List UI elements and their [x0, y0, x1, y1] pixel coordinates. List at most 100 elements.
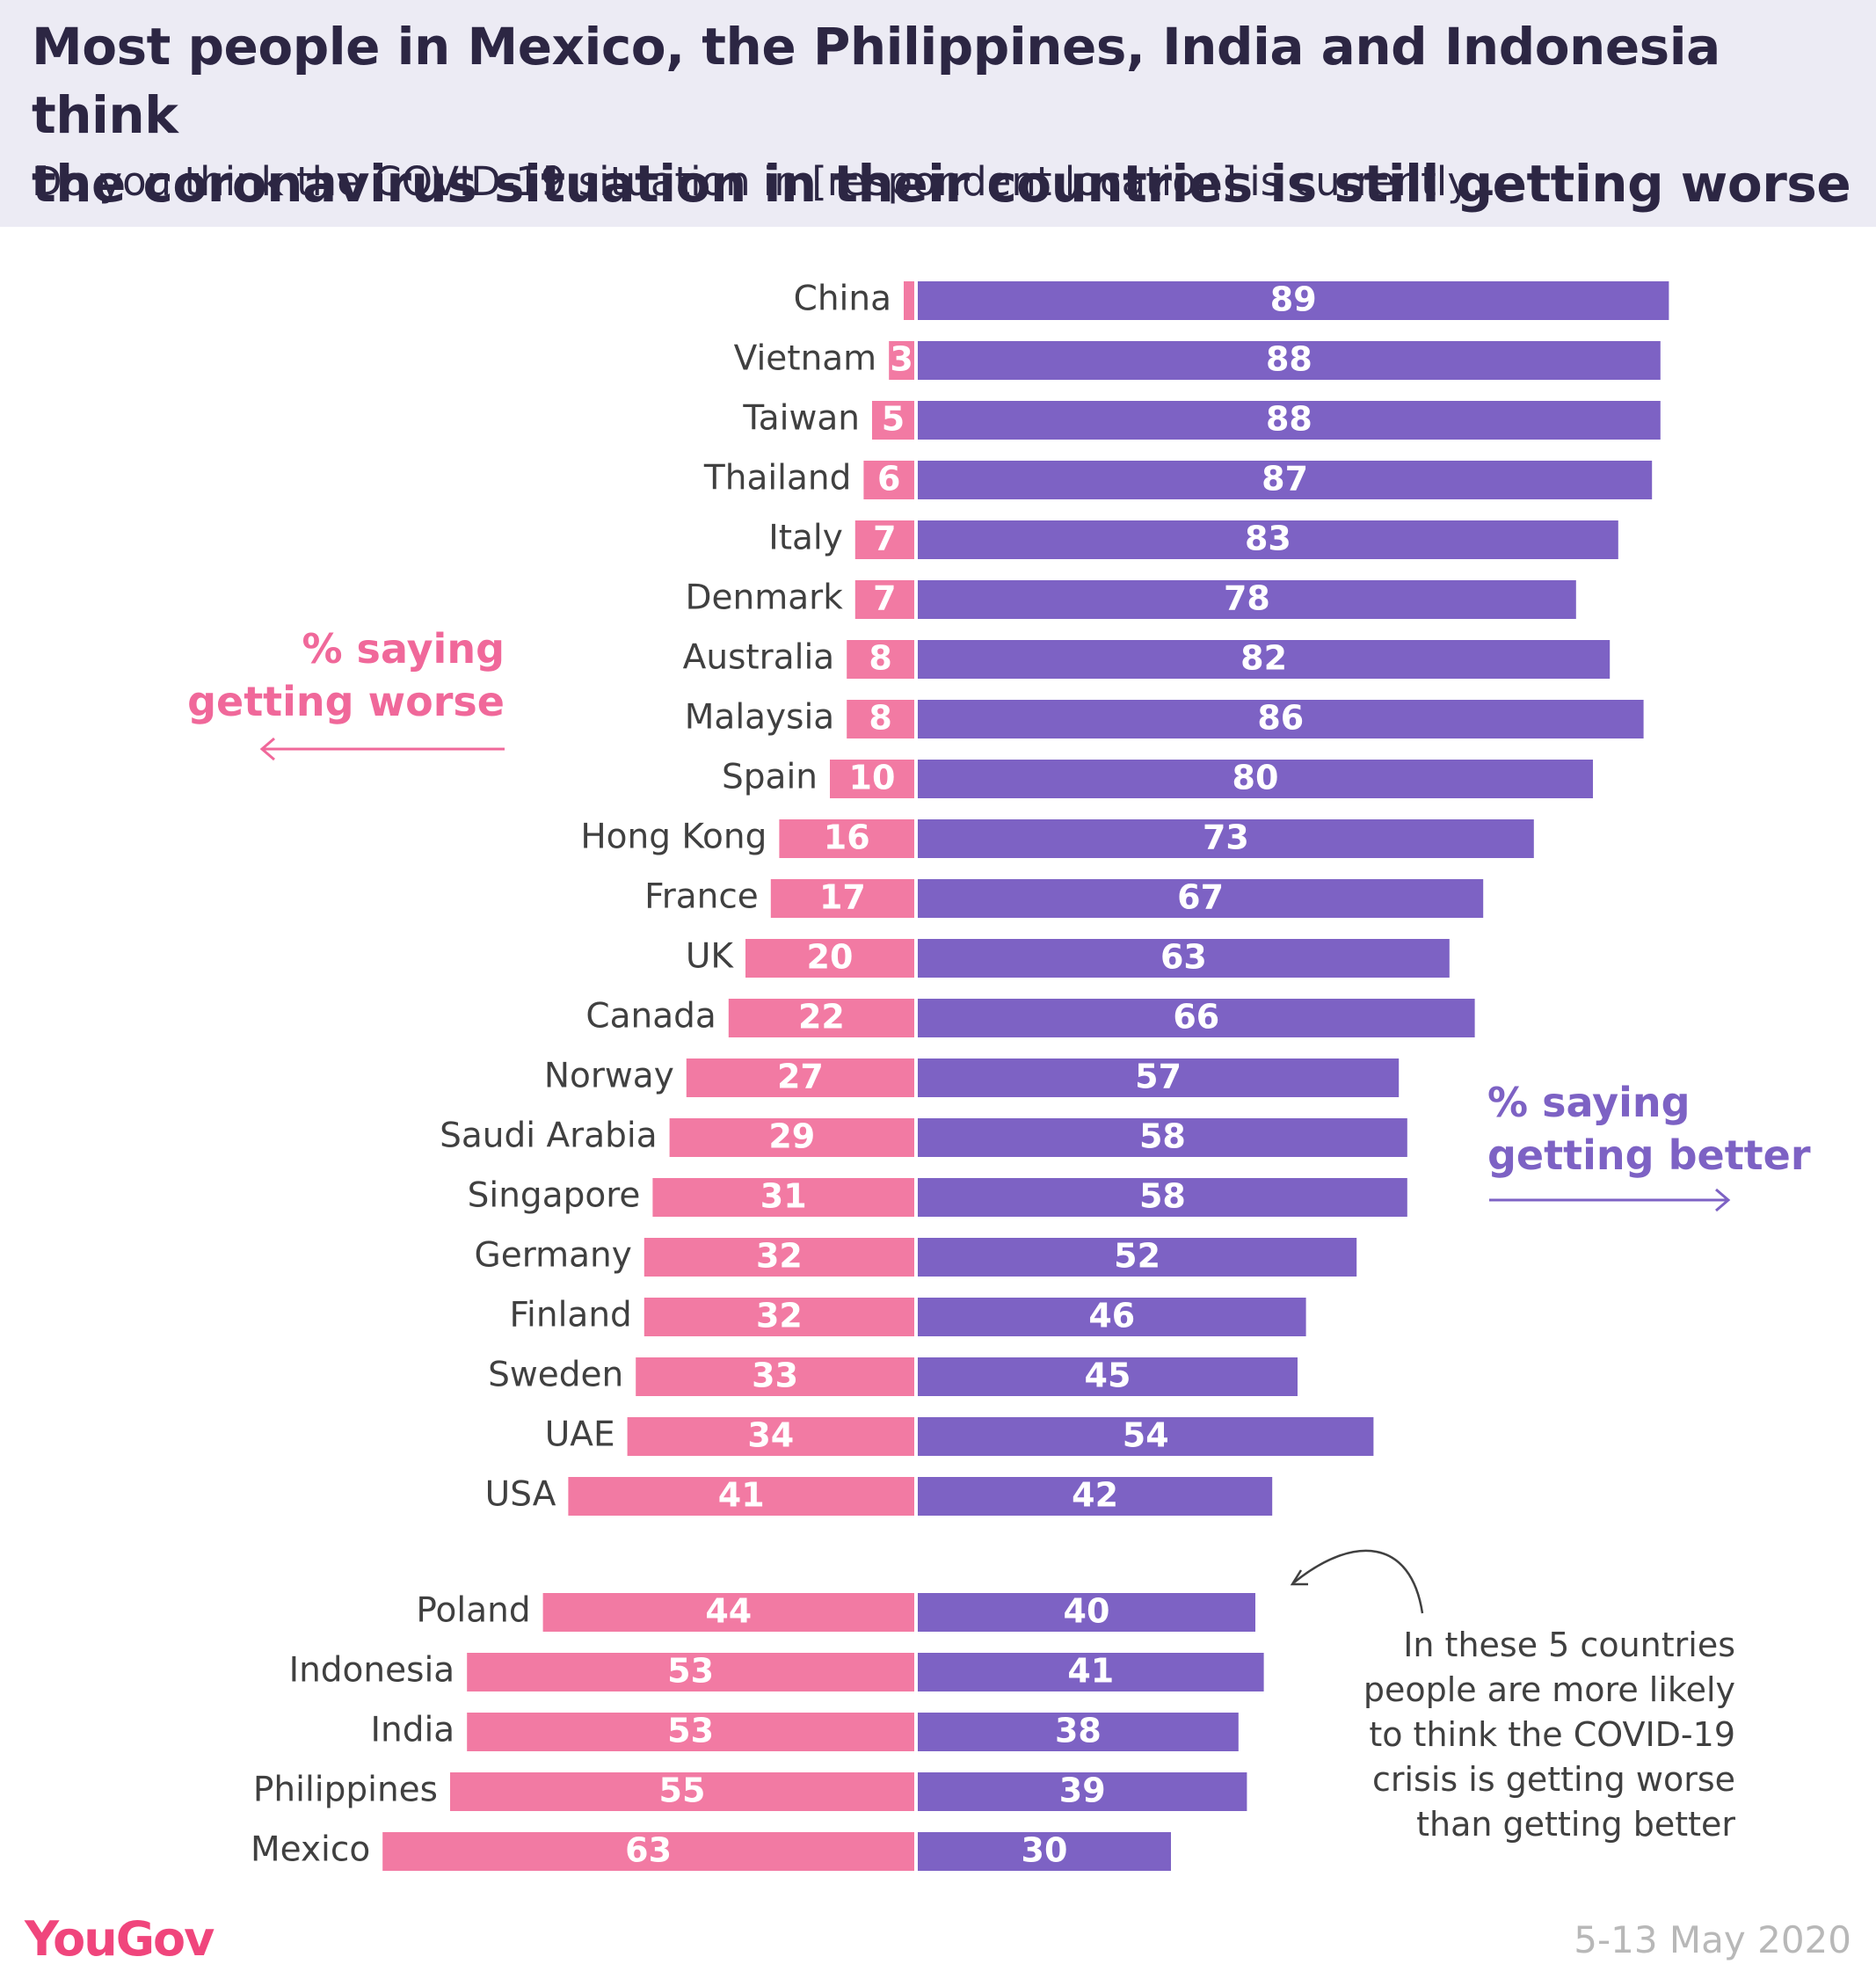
- annotation-line-4: crisis is getting worse: [1371, 1760, 1735, 1799]
- bar-better-italy: [918, 520, 1618, 559]
- value-label-worse-saudi-arabia: 29: [768, 1117, 815, 1156]
- annotation-text: In these 5 countries people are more lik…: [1363, 1623, 1735, 1847]
- value-label-worse-uae: 34: [747, 1416, 794, 1455]
- category-label-thailand: Thailand: [703, 459, 851, 498]
- value-label-better-saudi-arabia: 58: [1139, 1117, 1186, 1156]
- category-label-canada: Canada: [585, 997, 716, 1037]
- bar-row-uae: 34 54 UAE: [545, 1415, 1374, 1456]
- category-label-sweden: Sweden: [488, 1356, 623, 1395]
- value-label-better-finland: 46: [1088, 1297, 1135, 1335]
- category-label-uae: UAE: [545, 1415, 615, 1455]
- value-label-worse-spain: 10: [849, 759, 896, 797]
- chart-title-line-1: Most people in Mexico, the Philippines, …: [32, 17, 1720, 145]
- bar-better-singapore: [918, 1178, 1407, 1217]
- bar-better-canada: [918, 999, 1475, 1037]
- legend-arrows: [259, 737, 1731, 1212]
- bar-row-uk: 20 63 UK: [686, 937, 1450, 978]
- category-label-italy: Italy: [768, 519, 843, 558]
- bar-row-vietnam: 3 88 Vietnam: [734, 339, 1661, 380]
- value-label-better-thailand: 87: [1262, 460, 1308, 498]
- value-label-better-australia: 82: [1240, 639, 1287, 678]
- value-label-better-indonesia: 41: [1067, 1652, 1114, 1691]
- category-label-australia: Australia: [683, 638, 835, 678]
- worse-arrow-head: [259, 737, 275, 761]
- legend-getting-better: % saying getting better: [1487, 1076, 1811, 1182]
- bar-worse-italy: [854, 520, 914, 559]
- bar-better-thailand: [918, 461, 1653, 499]
- value-label-worse-malaysia: 8: [869, 699, 891, 738]
- value-label-worse-finland: 32: [756, 1297, 803, 1335]
- category-label-spain: Spain: [722, 758, 818, 797]
- category-label-vietnam: Vietnam: [734, 339, 877, 379]
- bar-worse-canada: [728, 999, 914, 1037]
- bar-row-hong-kong: 16 73 Hong Kong: [580, 818, 1534, 858]
- bar-better-china: [918, 281, 1669, 320]
- value-label-better-singapore: 58: [1139, 1177, 1186, 1216]
- bar-worse-usa: [568, 1477, 914, 1516]
- bar-worse-malaysia: [847, 700, 914, 738]
- legend-getting-worse: % saying getting worse: [187, 622, 505, 728]
- bar-better-usa: [918, 1477, 1273, 1516]
- legend-better-line-2: getting better: [1487, 1131, 1811, 1179]
- value-label-worse-philippines: 55: [659, 1771, 706, 1810]
- value-label-worse-singapore: 31: [760, 1177, 807, 1216]
- annotation-line-3: to think the COVID-19: [1369, 1715, 1735, 1754]
- category-label-malaysia: Malaysia: [685, 698, 834, 738]
- bar-better-france: [918, 879, 1484, 918]
- bar-row-finland: 32 46 Finland: [509, 1296, 1306, 1336]
- category-label-singapore: Singapore: [468, 1176, 641, 1216]
- header-band: [0, 0, 1876, 227]
- bar-better-uae: [918, 1417, 1374, 1456]
- bar-worse-china: [904, 281, 914, 320]
- bar-better-spain: [918, 760, 1593, 798]
- bar-better-hong-kong: [918, 819, 1534, 858]
- category-label-uk: UK: [686, 937, 735, 977]
- category-label-finland: Finland: [509, 1296, 631, 1335]
- value-label-better-spain: 80: [1232, 759, 1279, 797]
- bar-row-italy: 7 83 Italy: [768, 519, 1618, 559]
- bar-better-denmark: [918, 580, 1576, 619]
- value-label-worse-sweden: 33: [752, 1357, 798, 1395]
- bar-better-poland: [918, 1593, 1255, 1632]
- bar-better-australia: [918, 640, 1611, 679]
- bar-better-philippines: [918, 1772, 1247, 1811]
- bar-worse-philippines: [450, 1772, 914, 1811]
- bar-row-norway: 27 57 Norway: [544, 1057, 1400, 1097]
- value-label-worse-uk: 20: [807, 938, 854, 977]
- bar-better-finland: [918, 1298, 1306, 1336]
- value-label-worse-vietnam: 3: [890, 340, 913, 379]
- legend-worse-line-1: % saying: [302, 625, 505, 673]
- bar-worse-uk: [745, 939, 914, 978]
- value-label-worse-usa: 41: [718, 1476, 765, 1515]
- bar-better-malaysia: [918, 700, 1644, 738]
- value-label-worse-indonesia: 53: [667, 1652, 714, 1691]
- value-label-worse-italy: 7: [873, 520, 896, 558]
- category-label-philippines: Philippines: [253, 1771, 438, 1810]
- value-label-better-canada: 66: [1173, 998, 1219, 1037]
- category-label-usa: USA: [485, 1475, 556, 1515]
- bar-row-sweden: 33 45 Sweden: [488, 1356, 1298, 1396]
- value-label-better-vietnam: 88: [1266, 340, 1312, 379]
- value-label-better-usa: 42: [1072, 1476, 1118, 1515]
- bar-row-mexico: 63 30 Mexico: [251, 1830, 1171, 1871]
- chart-title: Most people in Mexico, the Philippines, …: [32, 12, 1860, 218]
- legend-better-line-1: % saying: [1487, 1079, 1691, 1126]
- value-label-worse-denmark: 7: [873, 579, 896, 618]
- category-label-poland: Poland: [416, 1591, 530, 1631]
- bar-worse-taiwan: [872, 401, 914, 440]
- bar-row-spain: 10 80 Spain: [722, 758, 1593, 798]
- value-label-better-italy: 83: [1245, 520, 1291, 558]
- bar-better-india: [918, 1713, 1239, 1751]
- survey-date: 5-13 May 2020: [1574, 1918, 1851, 1961]
- value-label-better-poland: 40: [1064, 1592, 1110, 1631]
- annotation-line-5: than getting better: [1416, 1805, 1735, 1844]
- bar-worse-denmark: [854, 580, 914, 619]
- chart-subtitle: Do you think the COVID-19 situation in […: [32, 158, 1510, 205]
- value-label-worse-poland: 44: [705, 1592, 752, 1631]
- bar-worse-mexico: [382, 1832, 914, 1871]
- bar-worse-france: [770, 879, 914, 918]
- value-label-better-mexico: 30: [1022, 1831, 1068, 1870]
- value-label-worse-germany: 32: [756, 1237, 803, 1276]
- bar-row-germany: 32 52 Germany: [475, 1236, 1357, 1277]
